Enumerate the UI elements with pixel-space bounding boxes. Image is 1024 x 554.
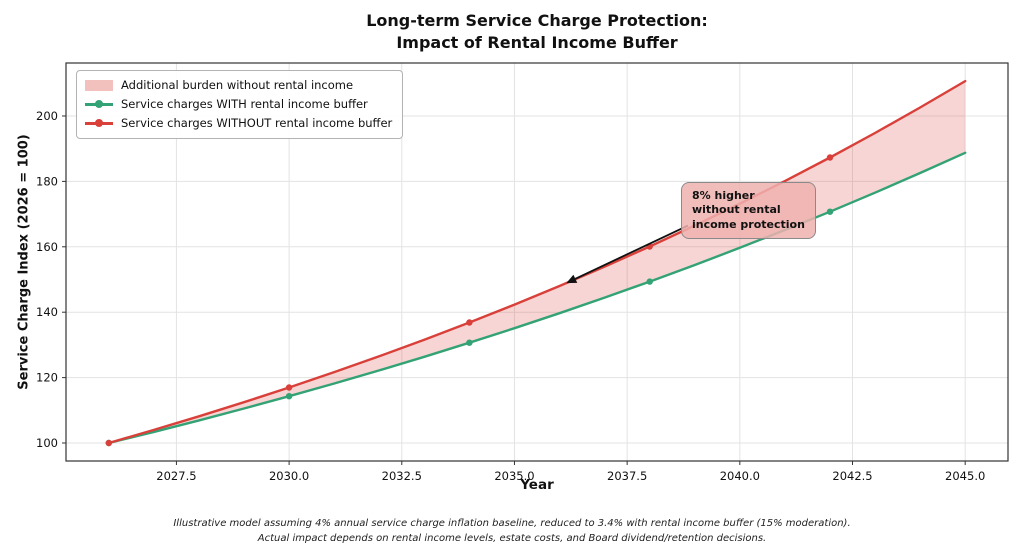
legend-label-burden: Additional burden without rental income bbox=[121, 78, 354, 92]
x-tick-label: 2032.5 bbox=[382, 469, 422, 483]
series-marker bbox=[466, 339, 473, 346]
axes-frame bbox=[65, 62, 1009, 462]
y-tick-label: 140 bbox=[36, 305, 58, 319]
annotation-callout: 8% higher without rental income protecti… bbox=[681, 182, 816, 239]
y-tick-label: 100 bbox=[36, 436, 58, 450]
x-tick-label: 2040.0 bbox=[720, 469, 760, 483]
legend-patch-swatch bbox=[85, 79, 113, 91]
legend-item-burden: Additional burden without rental income bbox=[85, 78, 392, 92]
series-marker bbox=[826, 208, 834, 215]
annotation-arrow-line bbox=[574, 224, 689, 280]
y-tick-label: 160 bbox=[36, 240, 58, 254]
y-tick-label: 120 bbox=[36, 371, 58, 385]
legend: Additional burden without rental income … bbox=[76, 70, 404, 139]
chart-title: Long-term Service Charge Protection: Imp… bbox=[66, 10, 1008, 55]
legend-marker-dot bbox=[95, 100, 103, 108]
series-marker bbox=[466, 319, 473, 326]
legend-line-swatch-green bbox=[85, 100, 113, 108]
x-tick-label: 2030.0 bbox=[269, 469, 309, 483]
legend-label-with-buffer: Service charges WITH rental income buffe… bbox=[121, 97, 368, 111]
x-axis-label: Year bbox=[520, 477, 554, 493]
annotation-arrowhead bbox=[566, 274, 578, 284]
footnote-line2: Actual impact depends on rental income l… bbox=[257, 532, 767, 544]
x-tick-label: 2037.5 bbox=[607, 469, 647, 483]
series-marker bbox=[826, 154, 834, 161]
y-tick-label: 180 bbox=[36, 174, 58, 188]
series-marker bbox=[105, 439, 113, 447]
chart-title-line1: Long-term Service Charge Protection: bbox=[366, 11, 708, 30]
y-axis-label: Service Charge Index (2026 = 100) bbox=[16, 134, 32, 390]
series-line-with-buffer bbox=[107, 151, 967, 445]
series-line-without-buffer bbox=[107, 79, 967, 445]
x-tick-label: 2035.0 bbox=[494, 469, 534, 483]
series-marker bbox=[285, 384, 293, 391]
x-tick-label: 2045.0 bbox=[945, 469, 985, 483]
legend-label-without-buffer: Service charges WITHOUT rental income bu… bbox=[121, 116, 393, 130]
chart-title-line2: Impact of Rental Income Buffer bbox=[396, 33, 678, 53]
footnote: Illustrative model assuming 4% annual se… bbox=[0, 517, 1024, 546]
legend-item-with-buffer: Service charges WITH rental income buffe… bbox=[85, 97, 392, 111]
series-marker bbox=[646, 278, 653, 285]
legend-marker-dot bbox=[95, 119, 103, 127]
annotation-line3: income protection bbox=[692, 217, 805, 231]
x-tick-label: 2027.5 bbox=[156, 469, 196, 483]
annotation-line2: without rental bbox=[692, 203, 781, 217]
annotation-line1: 8% higher bbox=[692, 189, 755, 202]
x-tick-label: 2042.5 bbox=[832, 469, 872, 483]
footnote-line1: Illustrative model assuming 4% annual se… bbox=[173, 518, 851, 529]
y-tick-label: 200 bbox=[36, 109, 58, 123]
legend-item-without-buffer: Service charges WITHOUT rental income bu… bbox=[85, 116, 392, 130]
legend-line-swatch-red bbox=[85, 119, 113, 127]
series-marker bbox=[285, 393, 293, 400]
